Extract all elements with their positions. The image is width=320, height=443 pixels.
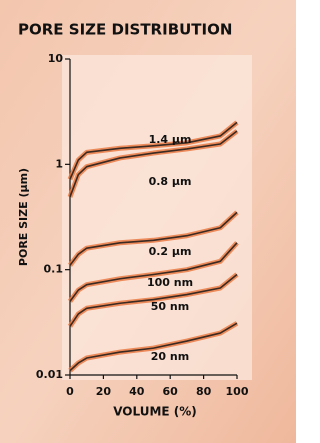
y-tick-label: 0.1 bbox=[44, 263, 64, 276]
x-tick-label: 100 bbox=[226, 385, 249, 398]
series-label: 0.8 µm bbox=[149, 175, 192, 188]
x-axis-label: VOLUME (%) bbox=[113, 405, 197, 419]
x-tick-label: 80 bbox=[196, 385, 212, 398]
y-tick-label: 1 bbox=[55, 157, 63, 170]
x-tick-label: 60 bbox=[163, 385, 179, 398]
series-label: 0.2 µm bbox=[149, 245, 192, 258]
x-tick-label: 20 bbox=[96, 385, 112, 398]
y-tick-label: 0.01 bbox=[36, 368, 63, 381]
chart: PORE SIZE DISTRIBUTION VOLUME (%) PORE S… bbox=[0, 0, 296, 443]
series-label: 20 nm bbox=[151, 350, 189, 363]
chart-title: PORE SIZE DISTRIBUTION bbox=[18, 21, 232, 39]
y-axis-label: PORE SIZE (µm) bbox=[17, 168, 30, 266]
series-label: 100 nm bbox=[147, 276, 193, 289]
series-label: 50 nm bbox=[151, 300, 189, 313]
x-tick-label: 0 bbox=[66, 385, 74, 398]
x-tick-label: 40 bbox=[129, 385, 145, 398]
series-label: 1.4 µm bbox=[149, 133, 192, 146]
y-tick-label: 10 bbox=[48, 52, 64, 65]
